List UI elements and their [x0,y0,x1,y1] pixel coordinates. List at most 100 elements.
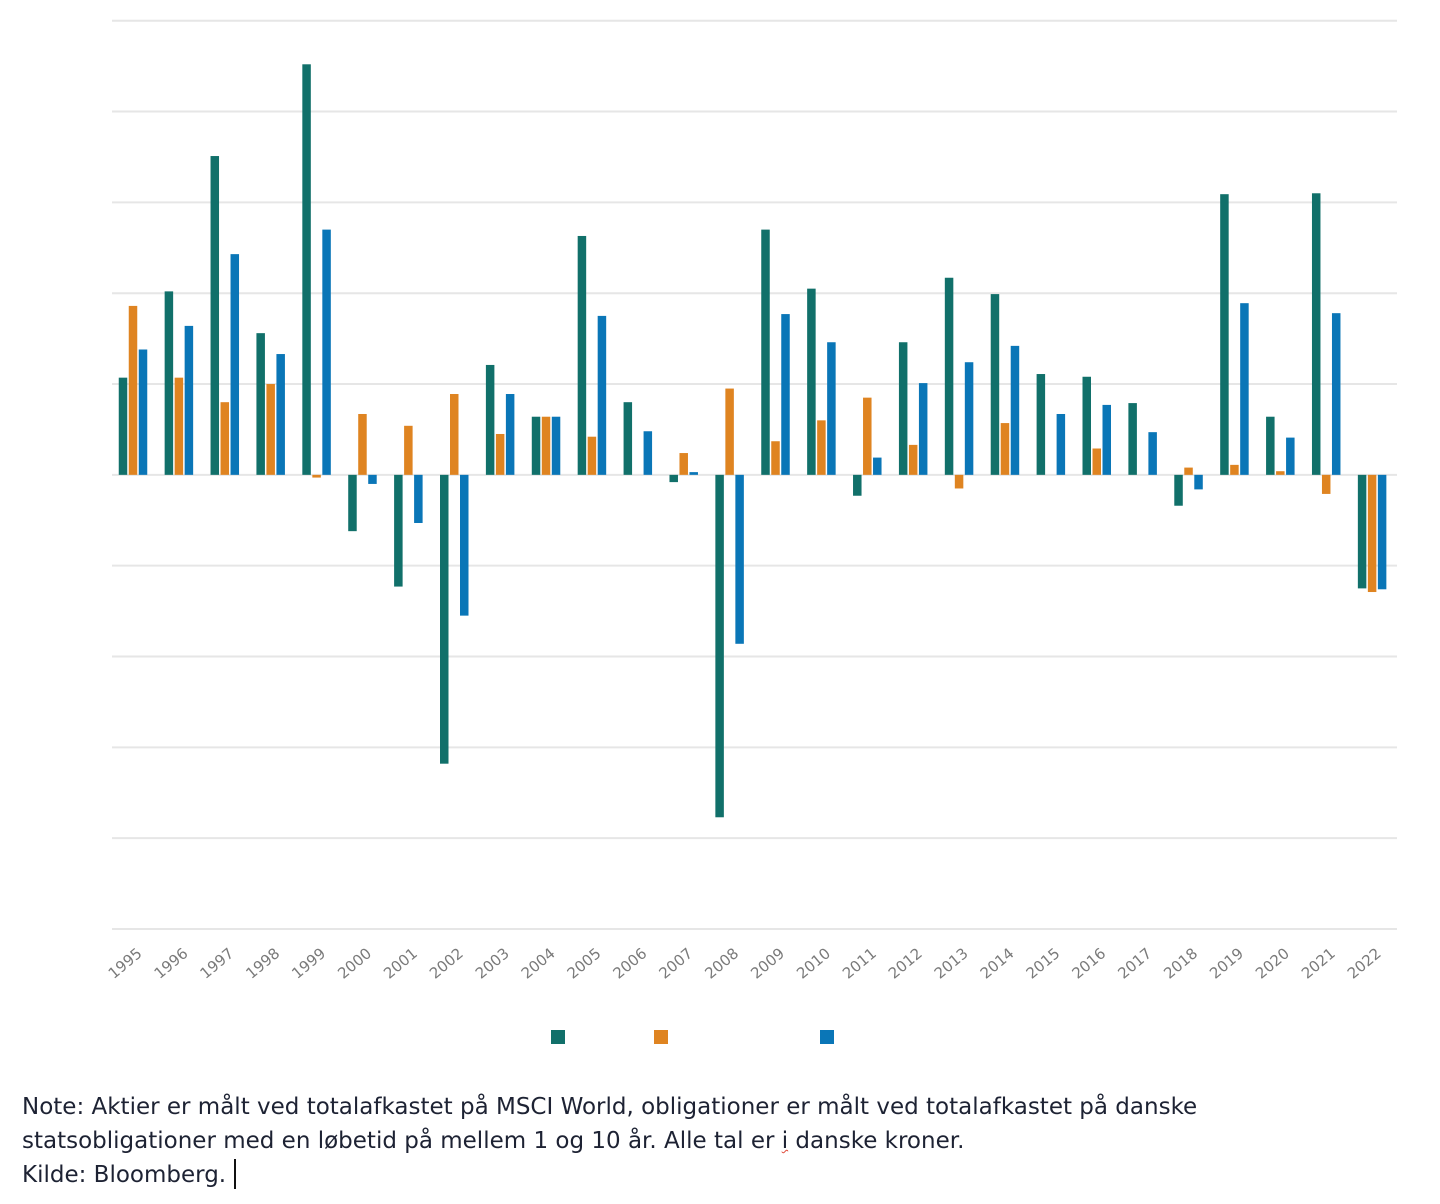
note-source[interactable]: Kilde: Bloomberg. [22,1158,1422,1192]
bar-series-1-2016 [1082,376,1091,475]
x-tick-label: 2007 [655,944,696,982]
text-cursor [234,1159,237,1189]
x-tick-label: 1995 [105,944,146,982]
bar-series-2-2005 [587,436,597,475]
bar-series-1-2006 [623,402,633,475]
bar-series-1-2018 [1174,474,1183,506]
x-tick-label: 2011 [839,944,880,982]
bar-series-2-1997 [220,402,230,475]
note-line-2-end: danske kroner. [788,1128,965,1154]
x-tick-label: 2014 [977,944,1018,982]
bar-series-2-2020 [1276,471,1285,475]
x-tick-label: 2000 [334,944,375,982]
x-tick-label: 2016 [1068,944,1109,982]
bar-series-1-2012 [898,342,908,475]
bar-series-3-2009 [781,314,790,475]
x-tick-label: 2013 [931,944,972,982]
bar-series-1-2022 [1357,474,1367,589]
bar-series-2-2007 [679,453,688,475]
bar-series-3-2022 [1377,474,1387,590]
bar-series-2-2016 [1092,448,1101,475]
bar-series-2-2019 [1230,464,1239,475]
bar-series-2-1998 [266,384,275,475]
bar-series-1-2020 [1266,416,1275,475]
x-tick-label: 2018 [1160,944,1201,982]
legend-item-series-3[interactable] [820,1030,840,1044]
bar-series-2-2022 [1367,474,1377,593]
bar-series-1-2015 [1036,374,1046,475]
x-tick-label: 1998 [242,944,283,982]
bar-series-2-2002 [450,394,459,475]
bar-series-3-2011 [873,457,882,475]
legend-item-series-1[interactable] [551,1030,571,1044]
bar-series-2-2011 [863,397,872,475]
bar-series-3-2007 [689,472,698,475]
bar-series-2-2021 [1321,474,1331,494]
x-tick-label: 2001 [380,944,421,982]
x-tick-label: 1997 [197,944,238,982]
bar-series-1-2007 [669,474,678,483]
bar-series-3-2003 [505,394,515,475]
bar-series-3-2012 [918,383,928,475]
bar-series-1-2013 [944,277,954,475]
bar-series-1-2003 [485,364,495,475]
bar-series-2-2010 [817,420,826,475]
bar-series-2-2018 [1184,467,1193,475]
bar-series-3-2000 [368,474,377,484]
bar-series-1-2009 [761,229,770,475]
bar-series-3-2005 [597,315,607,475]
bar-series-3-2014 [1010,345,1020,475]
bar-series-1-2010 [807,288,816,475]
bar-series-3-2020 [1286,437,1295,475]
x-tick-label: 2005 [564,944,605,982]
x-tick-label: 2012 [885,944,926,982]
x-tick-label: 2006 [610,944,651,982]
x-tick-label: 2015 [1023,944,1064,982]
legend-item-series-2[interactable] [654,1030,674,1044]
x-tick-label: 2009 [747,944,788,982]
x-tick-label: 2020 [1252,944,1293,982]
chart-note: Note: Aktier er målt ved totalafkastet p… [22,1090,1422,1192]
bar-series-1-2014 [990,294,1000,475]
x-tick-label: 2002 [426,944,467,982]
bar-series-3-2018 [1194,474,1203,490]
x-tick-label: 2019 [1206,944,1247,982]
bar-series-2-1995 [128,305,138,475]
bar-series-3-2019 [1240,303,1249,475]
bar-series-1-1997 [210,156,220,475]
bar-series-3-2006 [643,431,653,475]
legend-swatch [654,1030,668,1044]
source-text: Kilde: Bloomberg. [22,1162,227,1188]
bar-series-3-2017 [1148,432,1157,475]
bar-series-1-1998 [256,333,265,475]
legend [0,1030,1440,1050]
x-tick-label: 2004 [518,944,559,982]
bar-series-1-2002 [440,474,449,764]
x-tick-label: 2008 [701,944,742,982]
bar-series-1-2008 [715,474,724,818]
x-tick-label: 2010 [793,944,834,982]
bar-series-2-2014 [1000,423,1010,475]
x-tick-label: 2022 [1344,944,1385,982]
note-line-1: Note: Aktier er målt ved totalafkastet p… [22,1094,1198,1120]
bar-series-2-2008 [725,388,734,475]
bar-series-2-2001 [404,425,413,475]
bar-series-1-1999 [302,64,311,475]
x-axis-tick-labels: 1995 1996 1997 1998 1999 2000 2001 2002 2003 2004… [105,944,1385,982]
spellcheck-flagged-word: i [781,1128,789,1154]
bar-series-1-1996 [164,291,174,475]
bar-series-1-1995 [118,377,128,475]
bar-series-1-2019 [1220,194,1229,475]
bar-series-2-2012 [908,444,918,475]
bar-series-3-1998 [276,354,285,475]
x-tick-label: 2021 [1298,944,1339,982]
bar-series-1-2017 [1128,403,1137,475]
bar-series-3-1997 [230,254,240,475]
bar-series-3-2010 [827,342,836,475]
bar-series-2-2013 [954,474,964,489]
bar-series-2-2000 [358,413,367,475]
note-line-2: statsobligationer med en løbetid på mell… [22,1124,1422,1158]
bar-series-3-2013 [964,362,974,475]
legend-swatch [820,1030,834,1044]
x-tick-label: 2003 [472,944,513,982]
